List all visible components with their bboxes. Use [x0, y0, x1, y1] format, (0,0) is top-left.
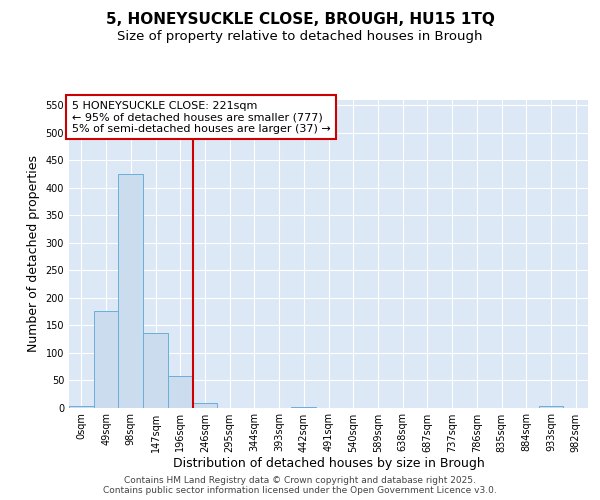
- Bar: [94, 312, 118, 408]
- Bar: [143, 334, 168, 407]
- Text: Contains HM Land Registry data © Crown copyright and database right 2025.
Contai: Contains HM Land Registry data © Crown c…: [103, 476, 497, 495]
- Text: 5 HONEYSUCKLE CLOSE: 221sqm
← 95% of detached houses are smaller (777)
5% of sem: 5 HONEYSUCKLE CLOSE: 221sqm ← 95% of det…: [71, 100, 331, 134]
- Text: Size of property relative to detached houses in Brough: Size of property relative to detached ho…: [117, 30, 483, 43]
- Bar: [193, 403, 217, 407]
- Bar: [539, 406, 563, 408]
- Bar: [292, 407, 316, 408]
- Y-axis label: Number of detached properties: Number of detached properties: [27, 155, 40, 352]
- Bar: [168, 376, 193, 408]
- Text: 5, HONEYSUCKLE CLOSE, BROUGH, HU15 1TQ: 5, HONEYSUCKLE CLOSE, BROUGH, HU15 1TQ: [106, 12, 494, 28]
- Bar: [69, 406, 94, 407]
- Bar: [118, 174, 143, 408]
- X-axis label: Distribution of detached houses by size in Brough: Distribution of detached houses by size …: [173, 458, 484, 470]
